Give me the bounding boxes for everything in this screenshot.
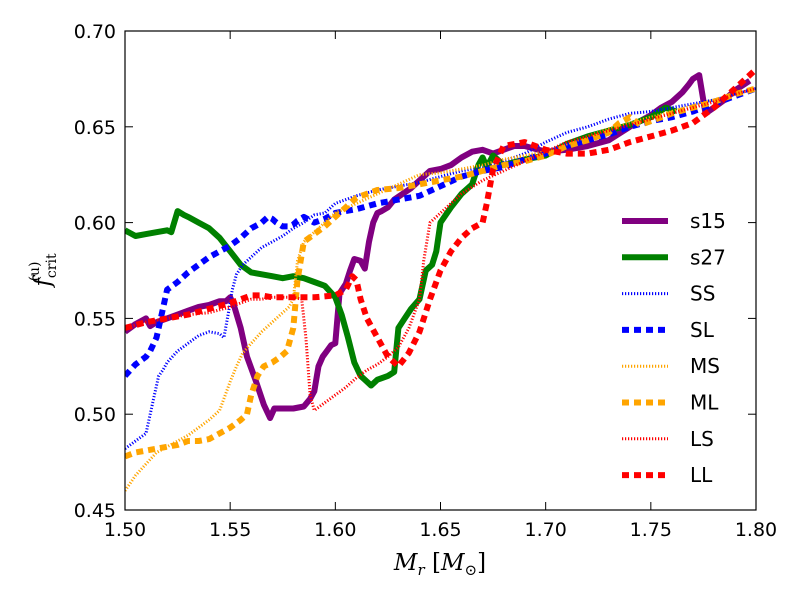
x-tick-label: 1.80 [735, 519, 777, 541]
legend-label-ss: SS [690, 282, 715, 306]
x-tick-label: 1.70 [525, 519, 567, 541]
x-tick-label: 1.60 [314, 519, 356, 541]
y-tick-label: 0.55 [74, 308, 116, 330]
series-line-ll [125, 67, 756, 370]
x-tick-label: 1.50 [104, 519, 146, 541]
y-tick-label: 0.70 [74, 21, 116, 43]
x-tick-label: 1.75 [630, 519, 672, 541]
x-tick-label: 1.65 [419, 519, 461, 541]
series-line-ms [125, 87, 756, 492]
legend-label-s27: s27 [690, 245, 726, 269]
legend: s15 s27 SS SL MS ML LS LL [622, 209, 726, 487]
series-line-ss [125, 87, 756, 450]
legend-label-s15: s15 [690, 209, 726, 233]
x-axis-label: Mr [M⊙] [393, 550, 486, 579]
series-line-sl [125, 85, 756, 378]
legend-label-ll: LL [690, 463, 713, 487]
legend-label-ml: ML [690, 391, 719, 415]
legend-label-ls: LS [690, 427, 714, 451]
y-tick-label: 0.45 [74, 500, 116, 522]
legend-label-sl: SL [690, 318, 715, 342]
series-line-ls [125, 87, 756, 412]
series-layer [125, 67, 756, 492]
x-tick-label: 1.55 [209, 519, 251, 541]
y-tick-label: 0.50 [74, 404, 116, 426]
series-line-ml [125, 85, 756, 460]
y-axis-label: fcrit(u) [27, 253, 60, 289]
tick-layer: 1.50 1.55 1.60 1.65 1.70 1.75 1.80 0.45 0.50 0.55… [74, 21, 777, 541]
y-tick-label: 0.60 [74, 213, 116, 235]
legend-label-ms: MS [690, 354, 720, 378]
svg-text:fcrit(u): fcrit(u) [27, 253, 60, 289]
y-tick-label: 0.65 [74, 117, 116, 139]
